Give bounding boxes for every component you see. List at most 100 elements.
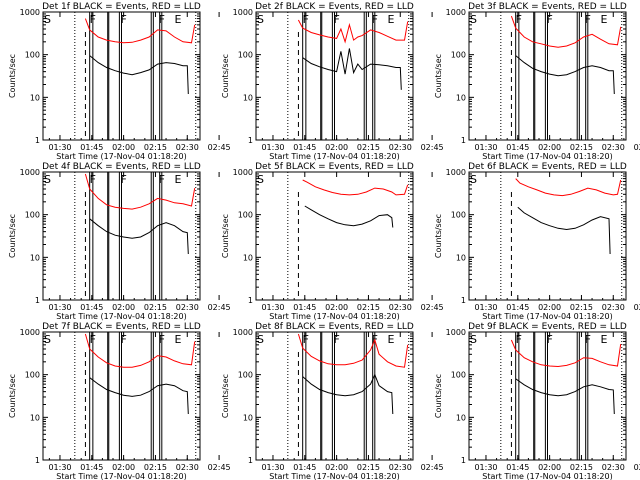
x-tick-label: 02:45 bbox=[208, 303, 231, 312]
series-line-lld bbox=[297, 19, 409, 44]
y-tick-label: 1 bbox=[35, 136, 40, 145]
x-tick-label: 02:45 bbox=[634, 463, 640, 472]
series-line-events bbox=[89, 55, 189, 95]
y-tick-label: 1 bbox=[248, 136, 253, 145]
series-line-events bbox=[89, 218, 189, 255]
series-line-events bbox=[302, 373, 394, 415]
segment-label: E bbox=[601, 333, 608, 346]
plot-frame bbox=[468, 331, 627, 461]
x-tick-label: 02:15 bbox=[144, 303, 167, 312]
chart-title: Det 8f BLACK = Events, RED = LLD bbox=[255, 322, 414, 332]
x-tick-label: 02:00 bbox=[112, 303, 135, 312]
series-line-events bbox=[302, 48, 402, 90]
chart-title: Det 2f BLACK = Events, RED = LLD bbox=[255, 2, 414, 12]
y-tick-label: 10 bbox=[243, 93, 253, 102]
y-tick-label: 1000 bbox=[233, 168, 253, 177]
x-tick-label: 02:15 bbox=[570, 143, 593, 152]
x-tick-label: 01:30 bbox=[261, 143, 284, 152]
y-tick-label: 100 bbox=[25, 51, 40, 60]
x-tick-label: 02:45 bbox=[421, 143, 444, 152]
x-axis-label: Start Time (17-Nov-04 01:18:20) bbox=[269, 472, 399, 480]
series-line-lld bbox=[84, 18, 196, 44]
x-tick-label: 02:00 bbox=[538, 303, 561, 312]
segment-label: F bbox=[159, 13, 165, 26]
y-tick-label: 1 bbox=[461, 456, 466, 465]
segment-label: F bbox=[333, 333, 339, 346]
segment-label: S bbox=[257, 333, 264, 346]
y-tick-label: 1 bbox=[461, 296, 466, 305]
x-tick-label: 02:00 bbox=[325, 463, 348, 472]
y-axis-label: Counts/sec bbox=[434, 214, 443, 258]
y-tick-label: 1 bbox=[248, 296, 253, 305]
x-tick-label: 01:45 bbox=[80, 303, 103, 312]
x-tick-label: 02:30 bbox=[602, 303, 625, 312]
chart-title: Det 7f BLACK = Events, RED = LLD bbox=[42, 322, 201, 332]
segment-label: F bbox=[333, 13, 339, 26]
segment-label: S bbox=[470, 173, 477, 186]
y-tick-label: 100 bbox=[238, 211, 253, 220]
segment-label: E bbox=[175, 13, 182, 26]
segment-label: F bbox=[159, 333, 165, 346]
x-tick-label: 01:30 bbox=[48, 463, 71, 472]
x-tick-label: 02:15 bbox=[144, 463, 167, 472]
y-tick-label: 10 bbox=[456, 93, 466, 102]
x-axis-label: Start Time (17-Nov-04 01:18:20) bbox=[56, 312, 186, 321]
y-axis-label: Counts/sec bbox=[221, 54, 230, 98]
series-line-events bbox=[89, 377, 189, 415]
x-tick-label: 02:00 bbox=[538, 143, 561, 152]
segment-label: F bbox=[303, 333, 309, 346]
segment-label: F bbox=[90, 13, 96, 26]
segment-label: F bbox=[546, 13, 552, 26]
x-tick-label: 02:45 bbox=[634, 303, 640, 312]
y-tick-label: 100 bbox=[25, 211, 40, 220]
x-tick-label: 02:15 bbox=[570, 463, 593, 472]
x-tick-label: 02:15 bbox=[144, 143, 167, 152]
x-tick-label: 02:00 bbox=[325, 143, 348, 152]
series-line-lld bbox=[515, 178, 622, 197]
x-axis-label: Start Time (17-Nov-04 01:18:20) bbox=[269, 312, 399, 321]
x-tick-label: 01:45 bbox=[293, 303, 316, 312]
segment-label: E bbox=[175, 333, 182, 346]
chart-title: Det 9f BLACK = Events, RED = LLD bbox=[468, 322, 627, 332]
segment-label: E bbox=[388, 333, 395, 346]
segment-label: F bbox=[372, 13, 378, 26]
x-tick-label: 02:30 bbox=[389, 143, 412, 152]
segment-label: F bbox=[516, 333, 522, 346]
x-tick-label: 01:45 bbox=[506, 463, 529, 472]
plot-frame bbox=[255, 171, 414, 301]
series-line-lld bbox=[510, 339, 622, 368]
x-tick-label: 01:45 bbox=[80, 463, 103, 472]
x-tick-label: 01:30 bbox=[474, 143, 497, 152]
y-tick-label: 1000 bbox=[233, 328, 253, 337]
y-tick-label: 1000 bbox=[20, 328, 40, 337]
x-axis-label: Start Time (17-Nov-04 01:18:20) bbox=[482, 312, 612, 321]
plot-frame bbox=[42, 11, 201, 141]
series-line-events bbox=[304, 205, 394, 228]
x-tick-label: 01:45 bbox=[293, 463, 316, 472]
x-tick-label: 02:00 bbox=[325, 303, 348, 312]
y-tick-label: 10 bbox=[30, 413, 40, 422]
x-tick-label: 02:00 bbox=[112, 143, 135, 152]
y-tick-label: 1 bbox=[35, 456, 40, 465]
chart-title: Det 6f BLACK = Events, RED = LLD bbox=[468, 162, 627, 172]
x-tick-label: 01:30 bbox=[474, 303, 497, 312]
x-tick-label: 01:45 bbox=[80, 143, 103, 152]
x-axis-label: Start Time (17-Nov-04 01:18:20) bbox=[56, 472, 186, 480]
chart-title: Det 4f BLACK = Events, RED = LLD bbox=[42, 162, 201, 172]
y-axis-label: Counts/sec bbox=[8, 374, 17, 418]
y-tick-label: 10 bbox=[243, 413, 253, 422]
x-tick-label: 02:15 bbox=[570, 303, 593, 312]
y-tick-label: 100 bbox=[25, 371, 40, 380]
chart-title: Det 5f BLACK = Events, RED = LLD bbox=[255, 162, 414, 172]
series-line-lld bbox=[84, 173, 196, 210]
x-tick-label: 02:15 bbox=[357, 303, 380, 312]
y-tick-label: 1000 bbox=[20, 168, 40, 177]
series-line-lld bbox=[84, 333, 196, 368]
chart-title: Det 3f BLACK = Events, RED = LLD bbox=[468, 2, 627, 12]
segment-label: F bbox=[546, 333, 552, 346]
